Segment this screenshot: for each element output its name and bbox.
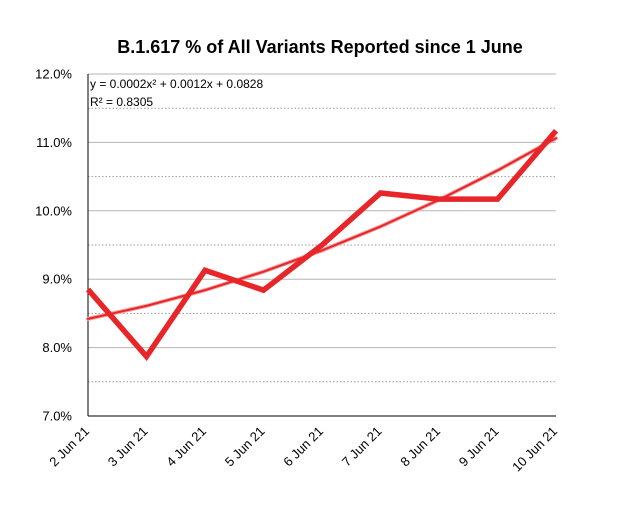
- y-tick-label: 7.0%: [42, 409, 72, 424]
- y-tick-label: 9.0%: [42, 272, 72, 287]
- trendline: [87, 137, 557, 320]
- series-group: [85, 128, 559, 361]
- trendline-equation: y = 0.0002x² + 0.0012x + 0.0828: [90, 77, 263, 91]
- gridlines: [88, 73, 556, 383]
- trendline-r-squared: R² = 0.8305: [90, 95, 153, 109]
- trendline-group: [86, 136, 558, 321]
- axes: [87, 74, 556, 417]
- y-axis-ticks: 7.0% 8.0% 9.0% 10.0% 11.0% 12.0%: [35, 67, 72, 424]
- y-tick-label: 8.0%: [42, 340, 72, 355]
- chart-title: B.1.617 % of All Variants Reported since…: [117, 37, 522, 57]
- y-tick-label: 12.0%: [35, 67, 72, 82]
- y-tick-label: 10.0%: [35, 203, 72, 218]
- y-tick-label: 11.0%: [36, 135, 72, 150]
